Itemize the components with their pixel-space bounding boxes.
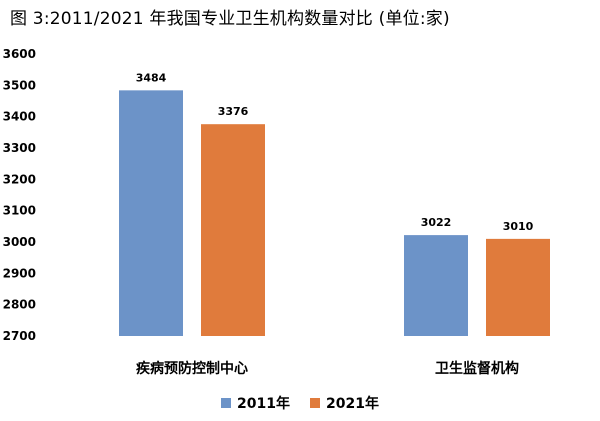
legend-item: 2021年: [310, 393, 379, 413]
y-tick-label: 3300: [3, 141, 36, 155]
legend-swatch: [310, 398, 320, 408]
x-category-label: 卫生监督机构: [435, 360, 519, 377]
bar-value-label: 3010: [503, 220, 534, 233]
bar: [201, 124, 265, 336]
y-tick-label: 2900: [3, 266, 36, 280]
y-tick-label: 3400: [3, 110, 36, 124]
bar: [119, 90, 183, 336]
chart-title: 图 3:2011/2021 年我国专业卫生机构数量对比 (单位:家): [10, 9, 450, 29]
y-tick-label: 2700: [3, 329, 36, 343]
bars: [119, 90, 550, 336]
y-tick-label: 3000: [3, 235, 36, 249]
bar-value-label: 3022: [421, 216, 452, 229]
y-tick-label: 3200: [3, 172, 36, 186]
bar-value-label: 3376: [218, 105, 249, 118]
y-tick-label: 3500: [3, 78, 36, 92]
legend: 2011年 2021年: [0, 393, 600, 413]
data-labels: 3484 3376 3022 3010: [136, 71, 534, 233]
legend-label: 2011年: [237, 396, 290, 412]
bar: [404, 235, 468, 336]
bar-value-label: 3484: [136, 71, 167, 84]
y-tick-label: 3100: [3, 204, 36, 218]
y-tick-label: 3600: [3, 47, 36, 61]
legend-swatch: [221, 398, 232, 408]
y-tick-label: 2800: [3, 298, 36, 312]
bar: [486, 238, 550, 336]
legend-item: 2011年: [221, 393, 290, 413]
y-axis: 2700 2800 2900 3000 3100 3200 3300 3400 3500 3600: [3, 47, 36, 343]
x-category-label: 疾病预防控制中心: [136, 360, 248, 377]
legend-label: 2021年: [326, 396, 379, 412]
x-axis: 疾病预防控制中心 卫生监督机构: [136, 360, 519, 377]
